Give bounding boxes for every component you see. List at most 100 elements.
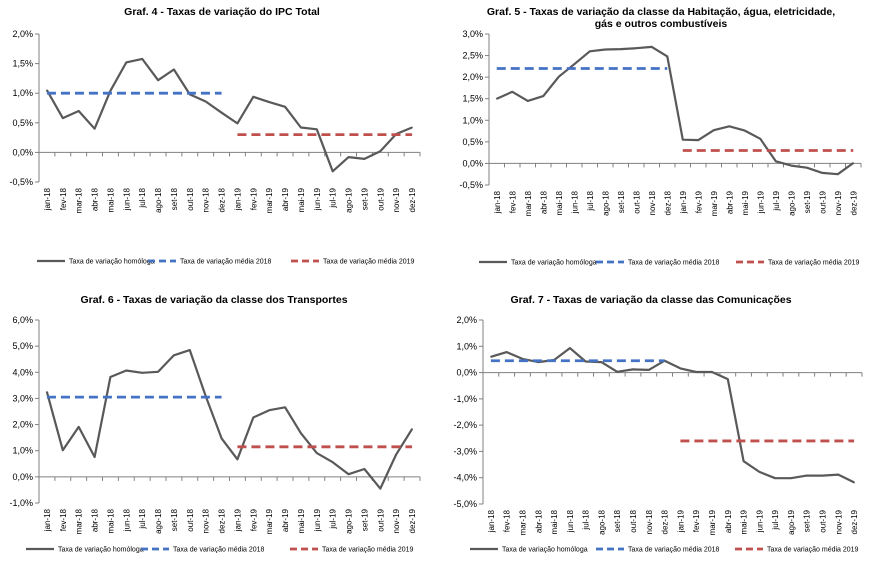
chart-7-x-tick-label: abr-19 (724, 509, 733, 533)
chart-7-y-tick-label: -3,0% (453, 446, 477, 456)
chart-6-x-tick-label: abr-19 (281, 508, 290, 532)
chart-6-x-tick-label: jan-18 (43, 508, 52, 532)
chart-6-y-tick-label: 4,0% (12, 367, 33, 377)
chart-6-x-tick-label: jun-18 (122, 508, 131, 532)
chart-4-x-tick-label: mai-18 (106, 187, 115, 212)
chart-5-data-point (743, 129, 746, 132)
chart-6-y-tick-label: 0,0% (12, 472, 33, 482)
chart-7-data-point (758, 471, 761, 473)
chart-5-data-point (836, 173, 839, 176)
chart-5-y-tick-label: -0,5% (459, 180, 483, 190)
chart-6-y-tick-label: 5,0% (12, 341, 33, 351)
chart-5-x-tick-label: dez-19 (849, 190, 858, 215)
chart-7-data-point (505, 351, 508, 353)
chart-5-x-tick-label: jan-18 (493, 190, 502, 214)
chart-7-data-point (600, 361, 603, 363)
chart-5-data-point (573, 63, 576, 65)
chart-5-data-point (495, 97, 498, 100)
chart-7-x-tick-label: dez-19 (850, 509, 859, 534)
chart-5-y-tick-label: 1,5% (462, 94, 483, 104)
chart-7-data-point (805, 474, 808, 477)
chart-7-series-homologa-line (490, 347, 855, 484)
chart-7-data-point (790, 477, 792, 480)
chart-6-data-point (236, 458, 239, 461)
chart-4-y-tick-label: 0,5% (12, 118, 33, 128)
chart-6-x-tick-label: out-18 (186, 508, 195, 531)
chart-5-x-tick-label: nov-18 (648, 190, 657, 215)
chart-4-data-point (77, 110, 80, 112)
chart-6-data-point (395, 453, 397, 456)
chart-4-data-point (316, 128, 318, 131)
chart-5-x-tick-label: fev-18 (508, 190, 517, 213)
chart-4-data-point (363, 158, 366, 160)
chart-6-data-point (300, 432, 302, 434)
chart-5-x-tick-label: jul-18 (586, 190, 595, 211)
chart-4-series-homologa-line (45, 57, 413, 173)
chart-6-x-tick-label: mai-19 (297, 508, 306, 533)
chart-5-x-tick-label: abr-19 (725, 190, 734, 214)
chart-4-data-point (379, 150, 382, 153)
chart-5-data-point (511, 91, 514, 93)
chart-4-data-point (300, 126, 302, 129)
chart-5-legend-label: Taxa de variação média 2019 (768, 260, 860, 267)
chart-5-x-tick-label: mar-19 (710, 190, 719, 216)
chart-7-y-tick-label: 0,0% (456, 368, 477, 378)
chart-7-x-tick-label: mar-19 (708, 509, 717, 535)
chart-4-data-point (347, 156, 350, 158)
chart-7-x-tick-label: jan-19 (676, 509, 685, 533)
chart-4-x-tick-label: jun-18 (122, 187, 131, 211)
chart-6-x-tick-label: jan-19 (233, 508, 242, 532)
chart-7-data-point (521, 358, 524, 360)
chart-6-x-tick-label: set-18 (170, 508, 179, 531)
chart-6-data-point (77, 426, 80, 428)
chart-7-x-tick-label: fev-19 (692, 509, 701, 532)
chart-4-x-tick-label: out-18 (186, 187, 195, 210)
chart-4-x-tick-label: mar-18 (75, 187, 84, 213)
chart-7-x-tick-label: nov-18 (645, 509, 654, 534)
chart-5-data-point (697, 139, 700, 141)
chart-4-x-tick-label: jul-18 (138, 187, 147, 208)
chart-7-data-point (837, 473, 840, 476)
chart-7-y-tick-label: -1,0% (453, 394, 477, 404)
chart-5-legend-label: Taxa de variação média 2018 (628, 260, 720, 267)
chart-7-data-point (742, 460, 745, 462)
chart-6-data-point (316, 452, 318, 454)
chart-4-data-point (204, 100, 207, 103)
chart-5-y-tick-label: 2,0% (462, 72, 483, 82)
chart-7-data-point (648, 369, 650, 371)
chart-7-data-point (726, 378, 729, 380)
chart-6-data-point (93, 456, 96, 458)
chart-7-data-point (584, 360, 587, 363)
chart-7-x-tick-label: set-19 (803, 509, 812, 532)
chart-5-data-point (821, 172, 824, 174)
chart-4-data-point (62, 117, 64, 119)
chart-4-y-tick-label: 1,5% (12, 59, 33, 69)
chart-5-x-tick-label: ago-18 (601, 190, 610, 215)
chart-6-x-tick-label: nov-19 (392, 508, 401, 533)
chart-4-x-tick-label: mar-19 (265, 187, 274, 213)
chart-5-y-tick-label: 2,5% (462, 51, 483, 61)
chart-7-data-point (679, 367, 682, 370)
chart-4-x-tick-label: jun-19 (313, 187, 322, 211)
chart-4-x-tick-label: ago-19 (345, 187, 354, 212)
chart-5-data-point (526, 100, 529, 102)
chart-6-x-tick-label: nov-18 (202, 508, 211, 533)
chart-7-x-tick-label: fev-18 (503, 509, 512, 532)
chart-4-legend-label: Taxa de variação média 2019 (323, 259, 415, 266)
chart-7-data-point (616, 370, 619, 373)
chart-4-x-tick-label: jul-19 (329, 187, 338, 208)
chart-5-x-tick-label: nov-19 (834, 190, 843, 215)
chart-4-data-point (141, 58, 143, 60)
chart-4-x-tick-label: out-19 (376, 187, 385, 210)
chart-4-x-tick-label: ago-18 (154, 187, 163, 212)
chart-5-data-point (542, 95, 545, 97)
chart-4-y-tick-label: 0,0% (12, 147, 33, 157)
chart-6-data-point (347, 473, 350, 476)
chart-7-y-tick-label: 1,0% (456, 341, 477, 351)
chart-5-x-tick-label: jul-19 (772, 190, 781, 211)
chart-4-x-tick-label: nov-19 (392, 187, 401, 212)
chart-7-data-point (853, 481, 855, 484)
chart-5-x-tick-label: jan-19 (679, 190, 688, 214)
chart-4-data-point (252, 95, 255, 98)
